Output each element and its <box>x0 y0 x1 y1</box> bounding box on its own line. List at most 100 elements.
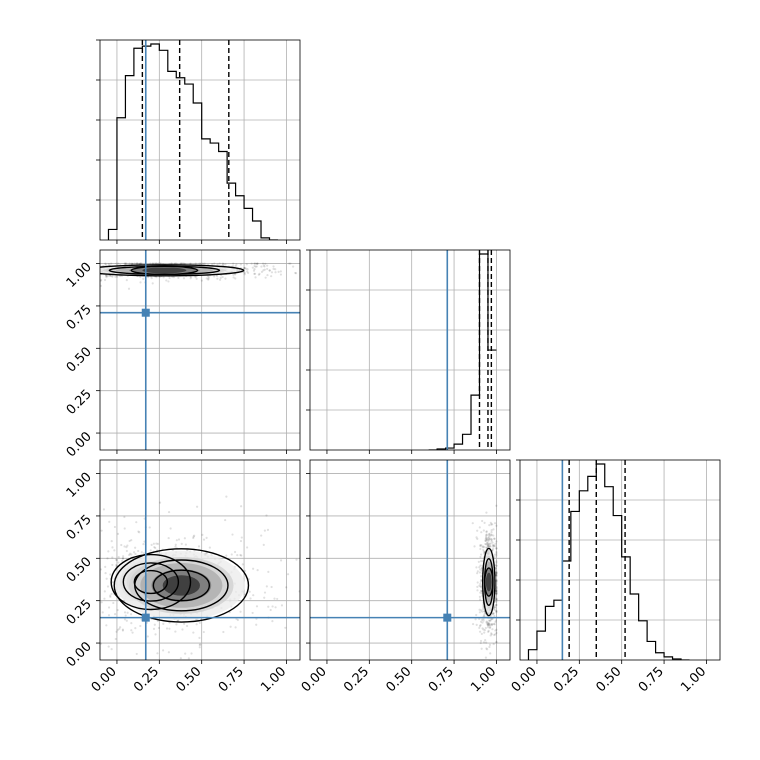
sample-point <box>248 590 251 593</box>
density-layer <box>33 495 306 663</box>
sample-point <box>488 534 492 537</box>
contour-line <box>113 548 250 623</box>
x-tick-label: 0.50 <box>593 664 624 695</box>
sample-point <box>124 262 127 265</box>
sample-point <box>115 630 118 633</box>
sample-point <box>489 625 492 629</box>
sample-point <box>481 610 484 613</box>
sample-point <box>476 581 479 584</box>
sample-point <box>304 573 306 575</box>
sample-point <box>167 280 170 283</box>
sample-point <box>495 588 498 591</box>
sample-point <box>96 265 98 267</box>
sample-point <box>122 555 125 558</box>
y-tick-label: 0.00 <box>64 429 95 460</box>
sample-point <box>138 531 141 534</box>
sample-point <box>478 566 481 569</box>
sample-point <box>487 536 491 539</box>
sample-point <box>168 276 171 280</box>
sample-point <box>238 661 240 663</box>
sample-point <box>240 269 243 272</box>
sample-point <box>485 641 488 644</box>
sample-point <box>493 623 496 626</box>
sample-point <box>485 546 488 549</box>
sample-point <box>100 568 103 571</box>
sample-point <box>207 277 210 280</box>
sample-point <box>493 605 496 608</box>
sample-point <box>56 268 58 270</box>
sample-point <box>490 523 493 526</box>
sample-point <box>492 642 495 646</box>
sample-point <box>493 544 496 547</box>
sample-point <box>37 270 39 272</box>
sample-point <box>232 265 235 268</box>
sample-point <box>102 508 106 511</box>
sample-point <box>488 626 492 630</box>
sample-point <box>358 266 360 268</box>
sample-point <box>135 262 138 265</box>
x-tick-label: 0.00 <box>509 664 540 695</box>
sample-point <box>107 262 110 266</box>
sample-point <box>203 262 206 265</box>
sample-point <box>256 569 259 572</box>
sample-point <box>65 263 67 265</box>
sample-point <box>272 265 275 268</box>
sample-point <box>487 623 490 626</box>
sample-point <box>47 269 49 271</box>
sample-point <box>491 541 494 544</box>
sample-point <box>495 603 498 607</box>
sample-point <box>69 264 71 266</box>
sample-point <box>284 626 287 629</box>
sample-point <box>240 536 243 539</box>
sample-point <box>310 277 312 279</box>
sample-point <box>483 612 486 615</box>
sample-point <box>484 535 488 538</box>
sample-point <box>251 611 254 615</box>
sample-point <box>241 563 244 566</box>
sample-point <box>155 262 158 265</box>
sample-point <box>478 625 482 628</box>
x-tick-label: 0.75 <box>636 664 667 695</box>
sample-point <box>76 586 78 588</box>
sample-point <box>491 612 495 615</box>
sample-point <box>192 631 195 634</box>
truth-marker <box>141 613 150 622</box>
panel-border <box>309 249 511 451</box>
sample-point <box>117 561 120 564</box>
sample-point <box>480 544 483 547</box>
contour-line <box>130 265 199 276</box>
sample-point <box>478 598 482 601</box>
sample-point <box>224 518 227 522</box>
sample-point <box>489 619 492 622</box>
sample-point <box>486 538 489 541</box>
sample-point <box>479 547 482 551</box>
sample-point <box>139 281 142 284</box>
sample-point <box>104 565 107 569</box>
sample-point <box>104 262 107 265</box>
sample-point <box>487 538 490 542</box>
sample-point <box>236 618 239 622</box>
sample-point <box>94 574 96 576</box>
sample-point <box>274 606 277 609</box>
sample-point <box>495 592 498 595</box>
sample-point <box>150 543 153 546</box>
sample-point <box>115 559 118 562</box>
sample-point <box>119 626 122 629</box>
sample-point <box>33 638 35 640</box>
sample-point <box>274 268 277 271</box>
sample-point <box>234 626 237 629</box>
sample-point <box>495 571 498 574</box>
sample-point <box>476 570 479 573</box>
sample-point <box>175 623 178 626</box>
sample-point <box>271 620 274 623</box>
sample-point <box>478 571 481 574</box>
sample-point <box>61 267 63 269</box>
sample-point <box>167 651 170 654</box>
sample-point <box>495 564 498 567</box>
sample-point <box>484 656 488 659</box>
sample-point <box>488 542 491 545</box>
sample-point <box>251 266 254 269</box>
sample-point <box>155 262 158 265</box>
sample-point <box>109 594 112 597</box>
